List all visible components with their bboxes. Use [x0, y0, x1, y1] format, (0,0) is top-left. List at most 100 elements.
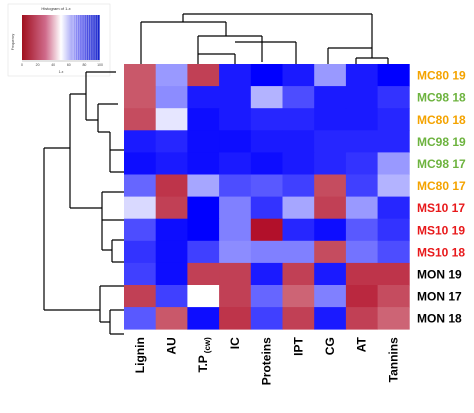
- column-label: CG: [323, 337, 337, 355]
- heatmap-cell: [187, 285, 220, 308]
- row-label: MC98 19: [417, 135, 466, 149]
- color-key-tick-label: 20: [36, 63, 40, 67]
- heatmap-cell: [282, 196, 315, 220]
- heatmap-cell: [282, 86, 315, 109]
- heatmap-cell: [377, 152, 410, 175]
- heatmap-cell: [377, 285, 410, 308]
- heatmap-cell: [314, 240, 347, 264]
- column-label: IPT: [291, 337, 305, 356]
- heatmap-cell: [250, 174, 283, 197]
- heatmap-cell: [219, 196, 252, 220]
- heatmap-cell: [377, 196, 410, 220]
- heatmap-cell: [250, 152, 283, 175]
- heatmap-cell: [124, 174, 157, 197]
- heatmap-cell: [250, 307, 283, 330]
- heatmap-cell: [219, 307, 252, 330]
- heatmap-cell: [377, 262, 410, 286]
- heatmap-cell: [219, 130, 252, 153]
- row-dendro-mc98-pair: [109, 132, 124, 173]
- heatmap-cell: [187, 152, 220, 175]
- heatmap-cell: [282, 174, 315, 197]
- row-label: MON 17: [417, 290, 462, 304]
- heatmap-cell: [124, 108, 157, 131]
- column-label: AU: [165, 337, 179, 354]
- color-key-tick-label: 80: [82, 63, 86, 67]
- heatmap-cell: [377, 307, 410, 330]
- row-label: MON 18: [417, 312, 462, 326]
- heatmap-cell: [155, 218, 188, 242]
- heatmap-cell: [282, 240, 315, 264]
- heatmap-cell: [155, 240, 188, 264]
- heatmap-cells: [124, 64, 410, 330]
- column-label: Proteins: [260, 337, 274, 385]
- row-label: MC80 18: [417, 113, 466, 127]
- heatmap-cell: [250, 86, 283, 109]
- color-key-tick-label: 0: [21, 63, 23, 67]
- heatmap-cell: [124, 240, 157, 264]
- column-label: T.P(cw): [196, 337, 212, 373]
- heatmap-cell: [314, 152, 347, 175]
- row-label: MC80 19: [417, 69, 466, 83]
- heatmap-cell: [124, 130, 157, 153]
- heatmap-cell: [124, 307, 157, 330]
- heatmap-cell: [124, 152, 157, 175]
- heatmap-cell: [250, 108, 283, 131]
- column-label: Tannins: [386, 337, 400, 382]
- row-dendro-mc80-mc98: [85, 71, 116, 121]
- row-dendro-ms10: [101, 208, 124, 251]
- row-dendro-mon-pair: [109, 309, 124, 335]
- heatmap-cell: [314, 285, 347, 308]
- heatmap-cell: [250, 262, 283, 286]
- col-dendro-proteins-ipt: [235, 41, 297, 64]
- heatmap-cell: [155, 108, 188, 131]
- heatmap-cell: [377, 64, 410, 87]
- heatmap-cell: [377, 130, 410, 153]
- heatmap-cell: [282, 307, 315, 330]
- row-dendro-mon: [99, 285, 124, 323]
- heatmap-cell: [314, 196, 347, 220]
- heatmap-cell: [219, 240, 252, 264]
- heatmap-cell: [155, 196, 188, 220]
- heatmap-cell: [345, 108, 378, 131]
- heatmap-cell: [377, 108, 410, 131]
- heatmap-cell: [314, 307, 347, 330]
- heatmap-cell: [345, 196, 378, 220]
- heatmap-cell: [377, 218, 410, 242]
- heatmap-cell: [187, 218, 220, 242]
- heatmap-cell: [345, 307, 378, 330]
- col-dendro-root: [182, 13, 373, 48]
- heatmap-cell: [345, 152, 378, 175]
- color-key-title: Histogram of 1-x: [41, 6, 70, 11]
- heatmap-cell: [345, 64, 378, 87]
- heatmap-cell: [345, 218, 378, 242]
- column-label: IC: [228, 337, 242, 349]
- col-dendro-left-main: [140, 21, 227, 44]
- heatmap-cell: [124, 196, 157, 220]
- heatmap-cell: [187, 174, 220, 197]
- col-dendro-at-tannins: [355, 48, 389, 64]
- heatmap-cell: [155, 262, 188, 286]
- heatmap-cell: [219, 108, 252, 131]
- heatmap-cell: [155, 64, 188, 87]
- col-dendro-tp-ic-proteins: [197, 35, 263, 54]
- heatmap-cell: [345, 174, 378, 197]
- heatmap-cell: [187, 240, 220, 264]
- heatmap-cell: [345, 130, 378, 153]
- heatmap-cell: [377, 86, 410, 109]
- heatmap-cell: [345, 240, 378, 264]
- row-label: MC98 17: [417, 157, 466, 171]
- heatmap-cell: [282, 218, 315, 242]
- color-key-ticks: 0 20 40 60 80 100: [21, 63, 103, 67]
- heatmap-cell: [187, 108, 220, 131]
- heatmap-cell: [219, 285, 252, 308]
- heatmap-cell: [124, 86, 157, 109]
- heatmap-cell: [345, 262, 378, 286]
- heatmap-cell: [187, 64, 220, 87]
- heatmap-cell: [155, 86, 188, 109]
- heatmap-cell: [219, 262, 252, 286]
- row-dendro-ms10-pair: [111, 239, 124, 263]
- heatmap-cell: [377, 174, 410, 197]
- heatmap-cell: [314, 218, 347, 242]
- heatmap-cell: [345, 285, 378, 308]
- col-dendro-cg: [327, 47, 372, 64]
